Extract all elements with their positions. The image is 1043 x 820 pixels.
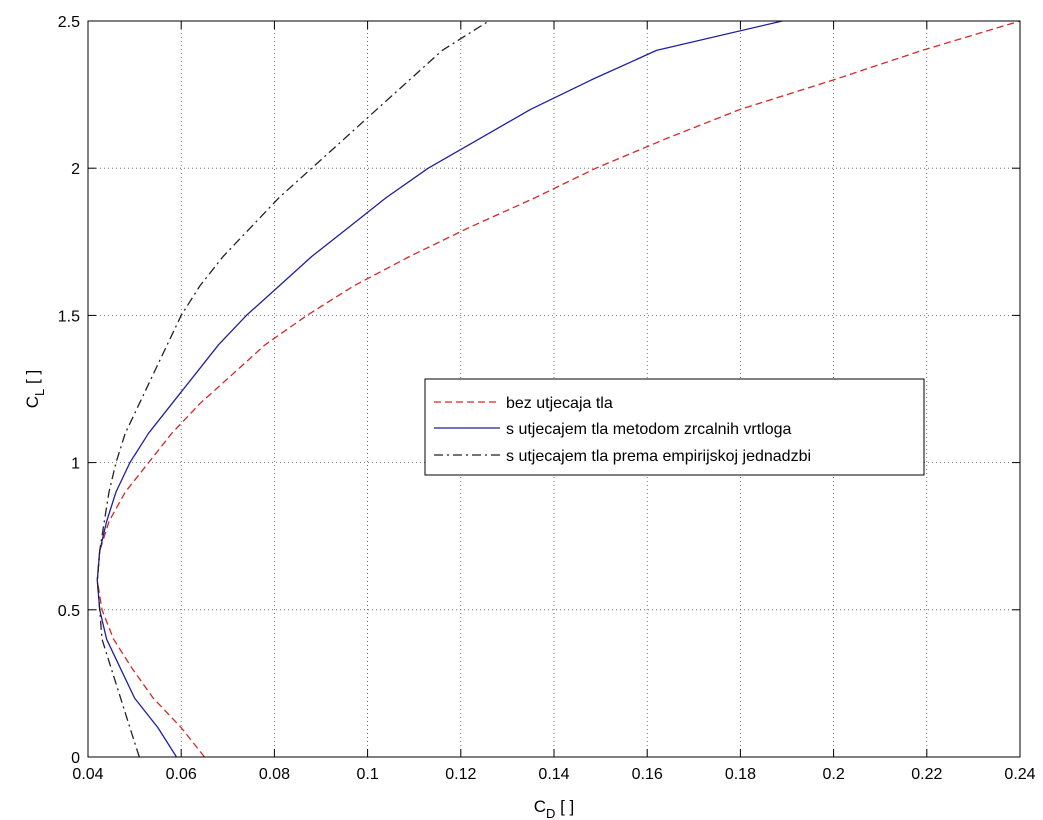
x-tick-label: 0.1 <box>356 766 378 783</box>
y-axis-label-unit: [ ] <box>23 370 42 389</box>
y-axis-label-sub: L <box>32 389 47 396</box>
legend-label-empirijska: s utjecajem tla prema empirijskoj jednad… <box>506 448 811 465</box>
y-tick-label: 2.5 <box>58 14 80 31</box>
x-tick-label: 0.16 <box>632 766 663 783</box>
y-tick-label: 0.5 <box>58 603 80 620</box>
y-tick-label: 0 <box>71 750 80 767</box>
y-tick-label: 1.5 <box>58 308 80 325</box>
x-axis-label-main: C <box>534 797 546 816</box>
x-tick-label: 0.18 <box>725 766 756 783</box>
x-tick-label: 0.12 <box>445 766 476 783</box>
y-tick-label: 2 <box>71 161 80 178</box>
x-axis-label-unit: [ ] <box>555 797 574 816</box>
legend-label-bez-utjecaja: bez utjecaja tla <box>506 395 613 412</box>
x-tick-label: 0.24 <box>1004 766 1035 783</box>
x-tick-label: 0.04 <box>72 766 103 783</box>
legend: bez utjecaja tla s utjecajem tla metodom… <box>425 379 924 475</box>
x-tick-label: 0.06 <box>166 766 197 783</box>
x-tick-label: 0.14 <box>538 766 569 783</box>
x-tick-label: 0.22 <box>911 766 942 783</box>
x-tick-label: 0.2 <box>822 766 844 783</box>
y-tick-label: 1 <box>71 456 80 473</box>
legend-label-zrcalnih-vrtloga: s utjecajem tla metodom zrcalnih vrtloga <box>506 421 792 438</box>
x-tick-label: 0.08 <box>259 766 290 783</box>
x-axis-label-sub: D <box>546 806 555 820</box>
y-axis-label-main: C <box>23 396 42 408</box>
